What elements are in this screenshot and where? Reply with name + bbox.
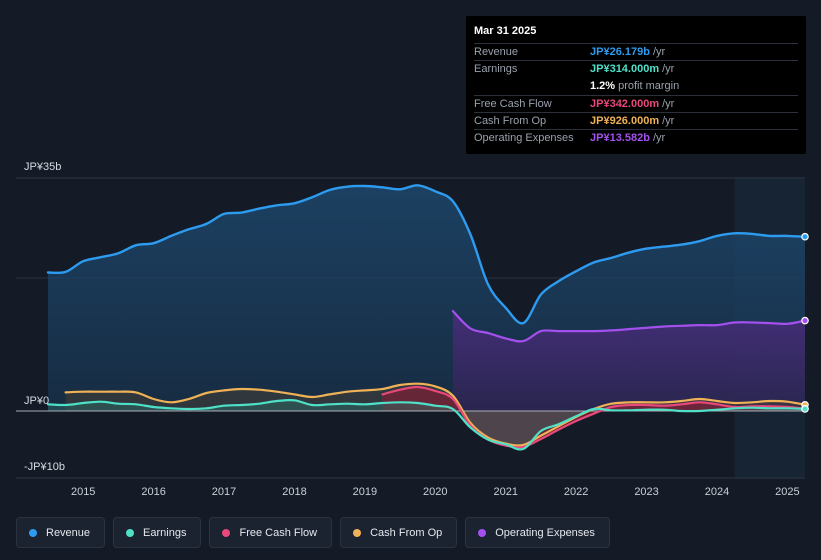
legend-item-cfo[interactable]: Cash From Op: [340, 517, 458, 548]
revenue-end-marker: [801, 232, 809, 241]
tooltip-row-margin: 1.2% profit margin: [474, 78, 798, 95]
opex-area: [452, 311, 805, 411]
fcf-dot-icon: [222, 528, 231, 537]
x-tick-label: 2017: [212, 486, 236, 498]
legend-label: Revenue: [46, 526, 91, 539]
tooltip-label: [474, 78, 590, 95]
x-tick-label: 2022: [564, 486, 588, 498]
x-tick-label: 2018: [282, 486, 306, 498]
opex-dot-icon: [478, 528, 487, 537]
tooltip-value: JP¥926.000m: [590, 115, 660, 128]
tooltip-unit: /yr: [652, 46, 666, 58]
earnings-line: [46, 398, 807, 451]
tooltip-row-opex: Operating Expenses JP¥13.582b /yr: [474, 129, 798, 146]
tooltip-unit: /yr: [662, 97, 675, 110]
tooltip-label: Operating Expenses: [474, 132, 574, 145]
x-tick-label: 2020: [423, 486, 447, 498]
tooltip-unit: /yr: [662, 63, 675, 76]
legend-label: Operating Expenses: [495, 526, 595, 539]
tooltip-label: Revenue: [474, 46, 519, 58]
legend-label: Free Cash Flow: [239, 526, 318, 539]
x-tick-label: 2021: [493, 486, 517, 498]
tooltip-row-cfo: Cash From Op JP¥926.000m /yr: [474, 112, 798, 129]
opex-end-marker: [801, 316, 809, 325]
legend-item-opex[interactable]: Operating Expenses: [465, 517, 610, 548]
x-tick-label: 2019: [353, 486, 377, 498]
tooltip-date: Mar 31 2025: [474, 25, 537, 37]
legend-item-earnings[interactable]: Earnings: [113, 517, 202, 548]
opex-line: [451, 310, 807, 343]
tooltip-value: JP¥314.000m: [590, 63, 660, 76]
tooltip-unit: /yr: [662, 115, 675, 128]
tooltip-label: Free Cash Flow: [474, 97, 552, 110]
y-tick-label: JP¥0: [24, 395, 49, 407]
x-tick-label: 2015: [71, 486, 95, 498]
tooltip-value: 1.2%: [590, 79, 616, 92]
y-tick-label: -JP¥10b: [24, 461, 65, 473]
tooltip-unit: /yr: [652, 132, 666, 145]
fcf-line: [381, 385, 807, 449]
tooltip-row-earnings: Earnings JP¥314.000m /yr: [474, 60, 798, 77]
earnings-end-marker: [801, 405, 809, 413]
cfo-dot-icon: [353, 528, 362, 537]
tooltip-label: Earnings: [474, 63, 518, 76]
x-tick-label: 2025: [775, 486, 799, 498]
tooltip-row-fcf: Free Cash Flow JP¥342.000m /yr: [474, 94, 798, 112]
legend-label: Cash From Op: [370, 526, 443, 539]
y-tick-label: JP¥35b: [24, 161, 61, 173]
tooltip-value: JP¥342.000m: [590, 97, 660, 110]
tooltip-label: Cash From Op: [474, 115, 547, 128]
legend: Revenue Earnings Free Cash Flow Cash Fro…: [16, 517, 610, 548]
earnings-dot-icon: [126, 528, 135, 537]
tooltip: Mar 31 2025 Revenue JP¥26.179b /yr Earni…: [466, 16, 806, 154]
revenue-dot-icon: [29, 528, 37, 537]
legend-label: Earnings: [143, 526, 187, 539]
legend-item-fcf[interactable]: Free Cash Flow: [209, 517, 333, 548]
cfo-line: [64, 382, 807, 447]
fcf-area: [382, 386, 805, 448]
legend-item-revenue[interactable]: Revenue: [16, 517, 106, 548]
x-tick-label: 2016: [141, 486, 165, 498]
revenue-line: [46, 184, 807, 325]
tooltip-value: JP¥26.179b: [590, 46, 650, 58]
tooltip-value: JP¥13.582b: [590, 132, 650, 145]
tooltip-row-revenue: Revenue JP¥26.179b /yr: [474, 43, 798, 60]
cfo-area: [65, 383, 806, 446]
tooltip-unit: profit margin: [618, 79, 680, 92]
x-tick-label: 2023: [634, 486, 658, 498]
earnings-area: [48, 400, 805, 450]
x-tick-label: 2024: [705, 486, 729, 498]
